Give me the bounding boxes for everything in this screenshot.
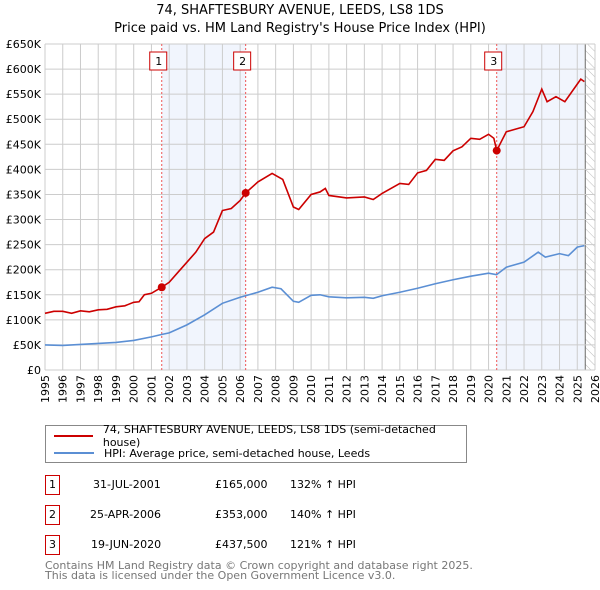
y-tick-label: £100K — [6, 314, 42, 327]
sale-label: 2 — [239, 55, 246, 68]
x-tick-label: 2010 — [305, 375, 318, 403]
sale-label-box — [233, 51, 252, 71]
hpi-change: 140% ↑ HPI — [290, 508, 356, 521]
x-tick-label: 2016 — [412, 375, 425, 403]
price: £165,000 — [215, 478, 268, 491]
chart-title: 74, SHAFTESBURY AVENUE, LEEDS, LS8 1DS Pr… — [0, 2, 600, 38]
x-tick-label: 2012 — [341, 375, 354, 403]
x-tick-label: 2002 — [163, 375, 176, 403]
y-tick-label: £500K — [6, 113, 42, 126]
date: 19-JUN-2020 — [91, 538, 162, 551]
y-tick-label: £50K — [13, 339, 42, 352]
x-tick-label: 2018 — [447, 375, 460, 403]
x-tick-label: 2011 — [323, 375, 336, 403]
shaded-region — [496, 44, 585, 370]
x-tick-label: 2005 — [216, 375, 229, 403]
legend-swatch — [54, 435, 93, 437]
x-tick-label: 2021 — [500, 375, 513, 403]
x-tick-label: 2003 — [181, 375, 194, 403]
legend: 74, SHAFTESBURY AVENUE, LEEDS, LS8 1DS (… — [45, 423, 467, 463]
price: £437,500 — [215, 538, 268, 551]
footer-line: Contains HM Land Registry data © Crown c… — [45, 559, 473, 572]
price-chart: 1995 1996 1997 1998 1999 2000 2001 2002 2003 2004… — [6, 38, 600, 403]
y-tick-label: £450K — [6, 138, 42, 151]
y-tick-label: £250K — [6, 239, 42, 252]
transaction-row: 1 31-JUL-2001 £165,000 132% ↑ HPI — [45, 475, 445, 495]
x-tick-label: 1996 — [57, 375, 70, 403]
hpi-change: 121% ↑ HPI — [290, 538, 356, 551]
y-tick-label: £150K — [6, 289, 42, 302]
y-tick-label: £650K — [6, 38, 42, 51]
sale-label-box — [149, 51, 168, 71]
forecast-hatch — [585, 44, 595, 370]
x-tick-label: 2024 — [554, 375, 567, 403]
marker-badge: 2 — [45, 505, 60, 525]
marker-badge: 3 — [45, 535, 60, 555]
series-line — [44, 77, 585, 315]
x-tick-label: 2000 — [128, 375, 141, 403]
x-tick-label: 2017 — [429, 375, 442, 403]
x-tick-label: 2022 — [518, 375, 531, 403]
legend-label: HPI: Average price, semi-detached house,… — [104, 446, 371, 460]
sale-label: 1 — [155, 55, 162, 68]
x-tick-label: 2009 — [287, 375, 300, 403]
x-tick-label: 2006 — [234, 375, 247, 403]
x-tick-label: 1995 — [39, 375, 52, 403]
date: 25-APR-2006 — [90, 508, 162, 521]
y-tick-label: £350K — [6, 188, 42, 201]
x-tick-label: 2014 — [376, 375, 389, 403]
x-tick-label: 1998 — [92, 375, 105, 403]
y-tick-label: £0 — [27, 364, 41, 377]
sale-label-box — [484, 51, 503, 71]
y-tick-label: £300K — [6, 214, 42, 227]
x-tick-label: 2015 — [394, 375, 407, 403]
y-tick-label: £600K — [6, 63, 42, 76]
x-tick-label: 2023 — [536, 375, 549, 403]
legend-item-property: 74, SHAFTESBURY AVENUE, LEEDS, LS8 1DS (… — [54, 423, 466, 449]
hpi-change: 132% ↑ HPI — [290, 478, 356, 491]
x-tick-label: 2013 — [358, 375, 371, 403]
price: £353,000 — [215, 508, 268, 521]
sale-point — [157, 283, 166, 292]
footer: Contains HM Land Registry data © Crown c… — [45, 559, 473, 582]
legend-label: 74, SHAFTESBURY AVENUE, LEEDS, LS8 1DS (… — [102, 423, 436, 449]
series-line — [44, 244, 585, 347]
y-tick-label: £400K — [6, 163, 42, 176]
marker-badge: 1 — [45, 475, 60, 495]
x-tick-label: 2026 — [589, 375, 600, 403]
x-tick-label: 1999 — [110, 375, 123, 403]
sale-point — [492, 146, 501, 155]
x-tick-label: 2025 — [571, 375, 584, 403]
footer-line: This data is licensed under the Open Gov… — [45, 569, 396, 582]
legend-item-hpi: HPI: Average price, semi-detached house,… — [54, 445, 370, 461]
transaction-row: 2 25-APR-2006 £353,000 140% ↑ HPI — [45, 505, 445, 525]
x-tick-label: 2001 — [145, 375, 158, 403]
transaction-row: 3 19-JUN-2020 £437,500 121% ↑ HPI — [45, 535, 445, 555]
x-tick-label: 2004 — [199, 375, 212, 403]
date: 31-JUL-2001 — [93, 478, 161, 491]
y-tick-label: £200K — [6, 264, 42, 277]
sale-point — [241, 188, 250, 197]
y-tick-label: £550K — [6, 88, 42, 101]
x-tick-label: 2007 — [252, 375, 265, 403]
x-tick-label: 2019 — [465, 375, 478, 403]
x-tick-label: 2020 — [483, 375, 496, 403]
x-tick-label: 1997 — [74, 375, 87, 403]
subtitle: Price paid vs. HM Land Registry's House … — [114, 21, 486, 36]
title: 74, SHAFTESBURY AVENUE, LEEDS, LS8 1DS — [156, 3, 444, 18]
x-tick-label: 2008 — [270, 375, 283, 403]
sale-label: 3 — [490, 55, 497, 68]
legend-swatch — [54, 452, 94, 454]
